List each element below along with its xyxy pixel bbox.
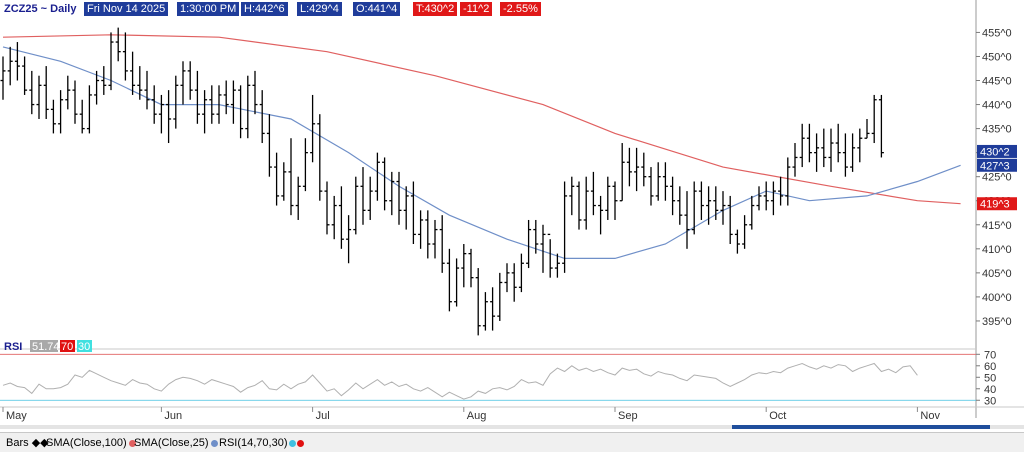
tab-bars[interactable]: Bars ◆◆ (6, 436, 49, 450)
price-tag-label: 419^3 (980, 199, 1010, 211)
header-date: Fri Nov 14 2025 (84, 2, 169, 16)
header-pct: -2.55% (500, 2, 541, 16)
price-tick-label: 415^0 (982, 220, 1012, 232)
rsi-upper-label: 70 (61, 341, 73, 353)
month-label: Oct (769, 410, 786, 422)
symbol-label: ZCZ25 ~ Daily (4, 3, 77, 15)
scroll-track[interactable] (0, 425, 1024, 429)
month-label: Jul (316, 410, 330, 422)
price-tick-label: 405^0 (982, 268, 1012, 280)
price-tag-box (977, 197, 1017, 211)
rsi-value-label: 51.74 (32, 341, 60, 353)
rsi-tick-label: 60 (984, 361, 996, 373)
rsi-color-icon (289, 439, 297, 447)
tab-sma100-label: SMA(Close,100) (46, 437, 127, 449)
month-label: Sep (618, 410, 638, 422)
tab-sma100[interactable]: SMA(Close,100) (46, 436, 136, 450)
price-tag-label: 430^2 (980, 146, 1010, 158)
price-panel (0, 18, 975, 345)
header-change: -11^2 (460, 2, 493, 16)
header-low: L:429^4 (297, 2, 342, 16)
rsi-level-icon (297, 439, 305, 447)
price-tick-label: 395^0 (982, 316, 1012, 328)
header-time: 1:30:00 PM (177, 2, 240, 16)
price-tick-label: 425^0 (982, 172, 1012, 184)
indicator-toolbar: Bars ◆◆ SMA(Close,100) SMA(Close,25) RSI… (0, 432, 1024, 452)
tab-bars-label: Bars (6, 437, 29, 449)
tab-rsi-label: RSI(14,70,30) (219, 437, 288, 449)
price-tick-label: 455^0 (982, 27, 1012, 39)
rsi-line (2, 362, 918, 400)
rsi-tick-label: 40 (984, 384, 996, 396)
sma25-color-icon (210, 439, 218, 447)
month-label: May (6, 410, 27, 422)
sma100-color-icon (128, 439, 136, 447)
rsi-value-box (30, 340, 58, 352)
price-tag-box (977, 144, 1017, 158)
month-label: Aug (467, 410, 487, 422)
price-tick-label: 400^0 (982, 292, 1012, 304)
header-high: H:442^6 (241, 2, 288, 16)
rsi-legend-name: RSI (4, 341, 22, 353)
rsi-tick-label: 30 (984, 395, 996, 407)
price-tag-label: 427^3 (980, 160, 1010, 172)
scroll-thumb[interactable] (732, 425, 990, 429)
chart-canvas: 395^0400^0405^0410^0415^0420^0425^0430^0… (0, 0, 1024, 422)
tab-sma25[interactable]: SMA(Close,25) (134, 436, 218, 450)
header-open: O:441^4 (353, 2, 401, 16)
tab-sma25-label: SMA(Close,25) (134, 437, 209, 449)
price-tag-box (977, 158, 1017, 172)
month-label: Jun (164, 410, 182, 422)
header-last: T:430^2 (413, 2, 458, 16)
diamond-icon: ◆◆ (31, 437, 49, 449)
price-tick-label: 450^0 (982, 51, 1012, 63)
rsi-lower-label: 30 (78, 341, 90, 353)
tab-rsi[interactable]: RSI(14,70,30) (219, 436, 305, 450)
rsi-upper-box (60, 340, 75, 352)
price-tick-label: 440^0 (982, 100, 1012, 112)
sma100-line (2, 34, 961, 205)
price-tick-label: 435^0 (982, 124, 1012, 136)
rsi-lower-box (77, 340, 92, 352)
month-label: Nov (920, 410, 940, 422)
rsi-tick-label: 70 (984, 349, 996, 361)
price-tick-label: 445^0 (982, 76, 1012, 88)
rsi-tick-label: 50 (984, 372, 996, 384)
price-tick-label: 410^0 (982, 244, 1012, 256)
